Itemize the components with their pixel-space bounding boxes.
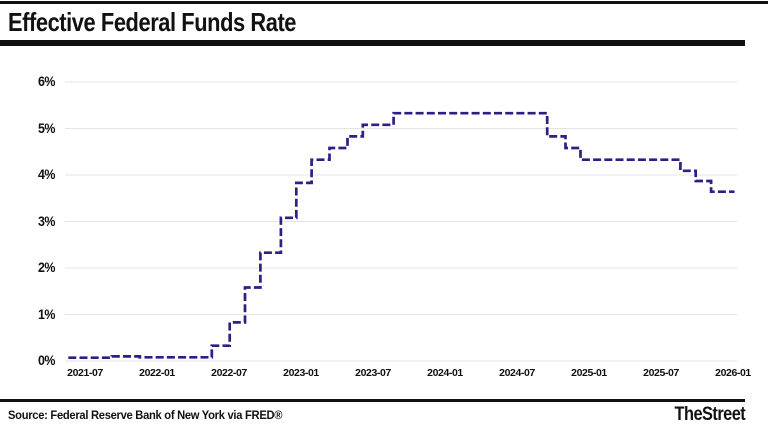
x-tick-label: 2025-07: [643, 367, 679, 379]
x-tick-label: 2025-01: [571, 367, 607, 379]
y-tick-label: 6%: [37, 74, 55, 89]
y-tick-label: 2%: [37, 260, 55, 275]
x-tick-label: 2023-07: [355, 367, 391, 379]
x-tick-label: 2024-01: [427, 367, 463, 379]
source-attribution: Source: Federal Reserve Bank of New York…: [8, 408, 283, 422]
x-tick-label: 2023-01: [283, 367, 319, 379]
footer-divider-rule: [0, 399, 745, 402]
x-tick-label: 2024-07: [499, 367, 535, 379]
y-tick-label: 5%: [37, 120, 55, 136]
y-tick-label: 4%: [37, 167, 55, 182]
effr-series-line: [68, 111, 735, 360]
x-tick-label: 2021-07: [67, 367, 103, 379]
title-divider-rule: [0, 40, 745, 46]
x-tick-label: 2022-01: [139, 367, 175, 379]
chart-title: Effective Federal Funds Rate: [8, 7, 297, 37]
y-tick-label: 0%: [37, 353, 55, 368]
x-tick-label: 2022-07: [211, 367, 247, 379]
brand-logo: TheStreet: [674, 404, 745, 425]
x-tick-label: 2026-01: [715, 367, 751, 379]
y-tick-label: 3%: [37, 213, 55, 229]
top-rule: [0, 1, 768, 4]
y-tick-label: 1%: [37, 306, 55, 322]
